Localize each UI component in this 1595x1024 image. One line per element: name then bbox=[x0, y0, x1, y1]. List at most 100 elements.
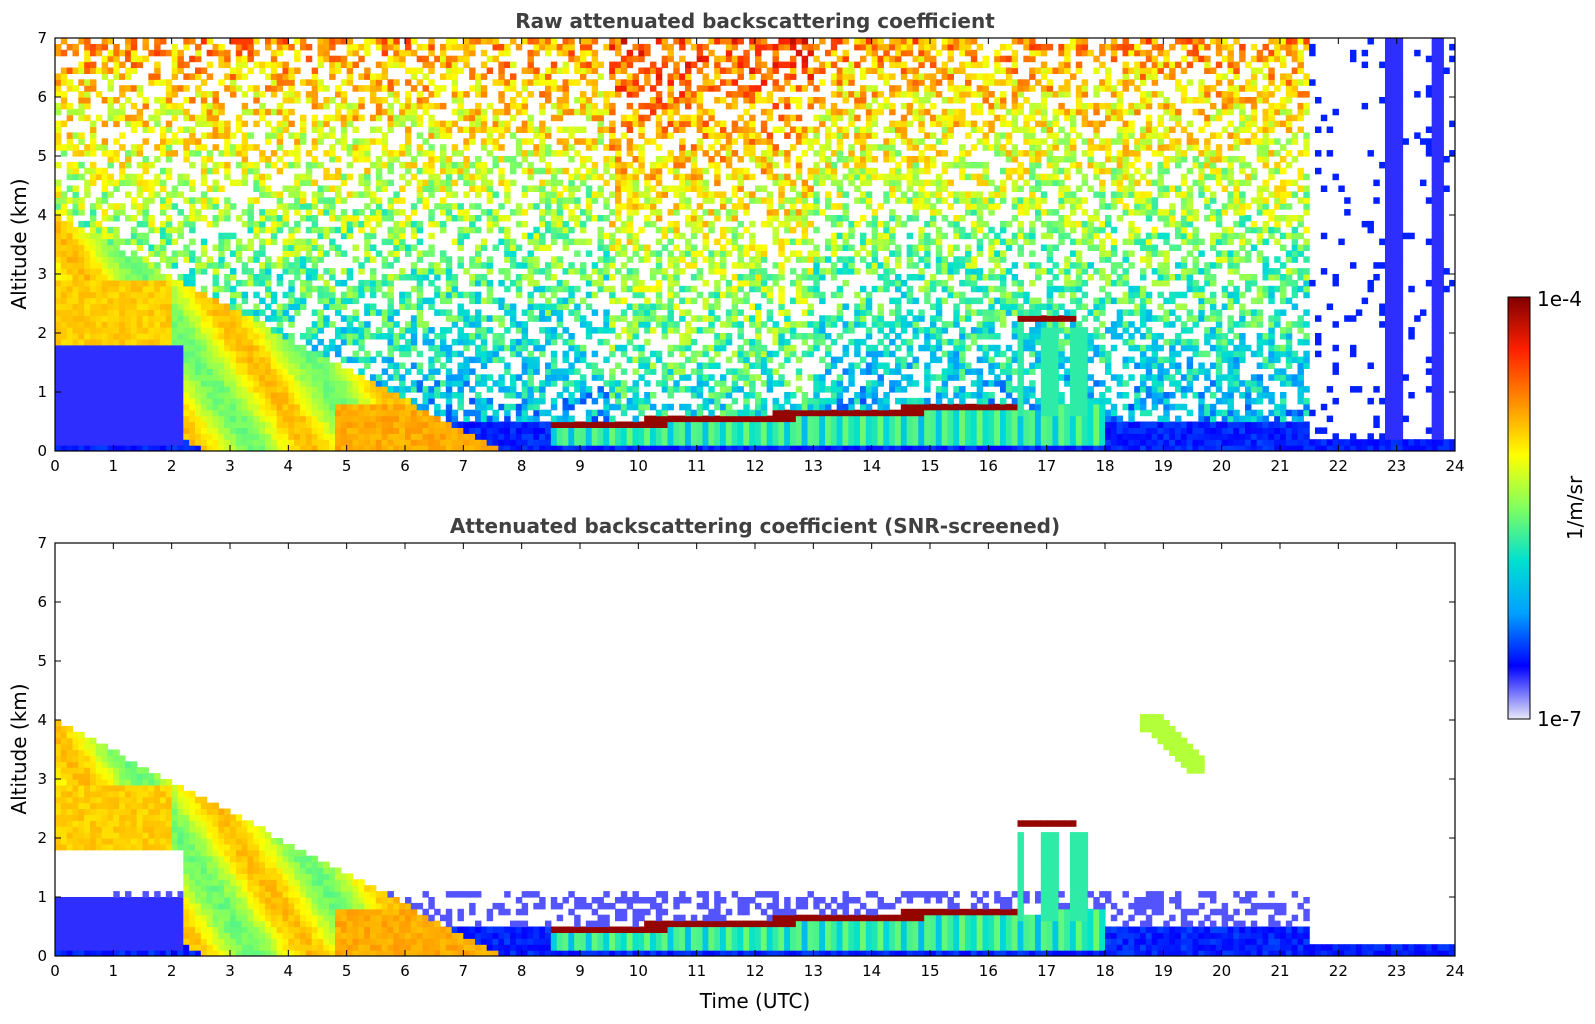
heatmap-cell bbox=[498, 62, 504, 69]
heatmap-cell bbox=[312, 115, 318, 122]
heatmap-cell bbox=[55, 274, 61, 281]
heatmap-cell bbox=[201, 132, 207, 139]
heatmap-cell bbox=[166, 416, 172, 423]
heatmap-cell bbox=[90, 351, 96, 358]
heatmap-cell bbox=[563, 79, 569, 86]
heatmap-cell bbox=[248, 38, 254, 45]
heatmap-cell bbox=[370, 268, 376, 275]
heatmap-cell bbox=[323, 103, 329, 110]
heatmap-cell bbox=[668, 363, 674, 370]
heatmap-cell bbox=[370, 115, 376, 122]
heatmap-cell bbox=[113, 351, 119, 358]
heatmap-cell bbox=[288, 85, 294, 92]
heatmap-cell bbox=[615, 209, 621, 216]
heatmap-cell bbox=[96, 239, 102, 246]
heatmap-cell bbox=[102, 56, 108, 63]
heatmap-cell bbox=[207, 315, 213, 322]
heatmap-cell bbox=[61, 73, 67, 80]
heatmap-cell bbox=[201, 380, 207, 387]
heatmap-cell bbox=[417, 422, 423, 429]
heatmap-cell bbox=[662, 433, 668, 440]
heatmap-cell bbox=[236, 180, 242, 187]
heatmap-cell bbox=[213, 221, 219, 228]
heatmap-cell bbox=[504, 197, 510, 204]
heatmap-cell bbox=[224, 174, 230, 181]
heatmap-cell bbox=[242, 333, 248, 340]
heatmap-cell bbox=[323, 433, 329, 440]
heatmap-cell bbox=[90, 262, 96, 269]
heatmap-cell bbox=[458, 91, 464, 98]
heatmap-cell bbox=[288, 386, 294, 393]
heatmap-cell bbox=[230, 304, 236, 311]
heatmap-cell bbox=[306, 404, 312, 411]
heatmap-cell bbox=[644, 44, 650, 51]
heatmap-cell bbox=[475, 422, 481, 429]
heatmap-cell bbox=[248, 374, 254, 381]
heatmap-cell bbox=[125, 85, 131, 92]
heatmap-cell bbox=[78, 97, 84, 104]
heatmap-cell bbox=[685, 427, 691, 434]
heatmap-cell bbox=[603, 286, 609, 293]
heatmap-cell bbox=[545, 168, 551, 175]
heatmap-cell bbox=[463, 62, 469, 69]
heatmap-cell bbox=[388, 357, 394, 364]
heatmap-cell bbox=[341, 368, 347, 375]
heatmap-cell bbox=[650, 427, 656, 434]
heatmap-cell bbox=[84, 298, 90, 305]
heatmap-cell bbox=[510, 132, 516, 139]
heatmap-cell bbox=[143, 262, 149, 269]
heatmap-cell bbox=[78, 392, 84, 399]
heatmap-cell bbox=[638, 85, 644, 92]
heatmap-cell bbox=[218, 380, 224, 387]
heatmap-cell bbox=[102, 327, 108, 334]
heatmap-cell bbox=[563, 203, 569, 210]
heatmap-cell bbox=[434, 392, 440, 399]
heatmap-cell bbox=[183, 433, 189, 440]
heatmap-cell bbox=[195, 439, 201, 446]
heatmap-cell bbox=[545, 374, 551, 381]
heatmap-cell bbox=[248, 209, 254, 216]
heatmap-cell bbox=[685, 215, 691, 222]
heatmap-cell bbox=[609, 127, 615, 134]
heatmap-cell bbox=[166, 239, 172, 246]
heatmap-cell bbox=[417, 256, 423, 263]
heatmap-cell bbox=[487, 416, 493, 423]
heatmap-cell bbox=[428, 392, 434, 399]
heatmap-cell bbox=[428, 245, 434, 252]
heatmap-cell bbox=[265, 268, 271, 275]
heatmap-cell bbox=[213, 422, 219, 429]
heatmap-cell bbox=[294, 309, 300, 316]
heatmap-cell bbox=[417, 103, 423, 110]
heatmap-cell bbox=[166, 197, 172, 204]
heatmap-cell bbox=[428, 209, 434, 216]
heatmap-cell bbox=[452, 109, 458, 116]
heatmap-cell bbox=[481, 174, 487, 181]
heatmap-cell bbox=[533, 422, 539, 429]
heatmap-cell bbox=[481, 333, 487, 340]
heatmap-cell bbox=[224, 274, 230, 281]
heatmap-cell bbox=[236, 150, 242, 157]
heatmap-cell bbox=[61, 262, 67, 269]
heatmap-cell bbox=[318, 416, 324, 423]
heatmap-cell bbox=[131, 351, 137, 358]
heatmap-cell bbox=[633, 304, 639, 311]
heatmap-cell bbox=[61, 363, 67, 370]
heatmap-cell bbox=[119, 315, 125, 322]
heatmap-cell bbox=[452, 44, 458, 51]
heatmap-cell bbox=[423, 150, 429, 157]
heatmap-cell bbox=[329, 62, 335, 69]
heatmap-cell bbox=[172, 380, 178, 387]
heatmap-cell bbox=[528, 256, 534, 263]
heatmap-cell bbox=[90, 398, 96, 405]
heatmap-cell bbox=[329, 298, 335, 305]
heatmap-cell bbox=[242, 386, 248, 393]
heatmap-cell bbox=[306, 327, 312, 334]
heatmap-cell bbox=[154, 50, 160, 57]
heatmap-cell bbox=[434, 85, 440, 92]
heatmap-cell bbox=[277, 280, 283, 287]
heatmap-cell bbox=[137, 339, 143, 346]
heatmap-cell bbox=[288, 357, 294, 364]
heatmap-cell bbox=[580, 44, 586, 51]
heatmap-cell bbox=[271, 404, 277, 411]
heatmap-cell bbox=[557, 138, 563, 145]
